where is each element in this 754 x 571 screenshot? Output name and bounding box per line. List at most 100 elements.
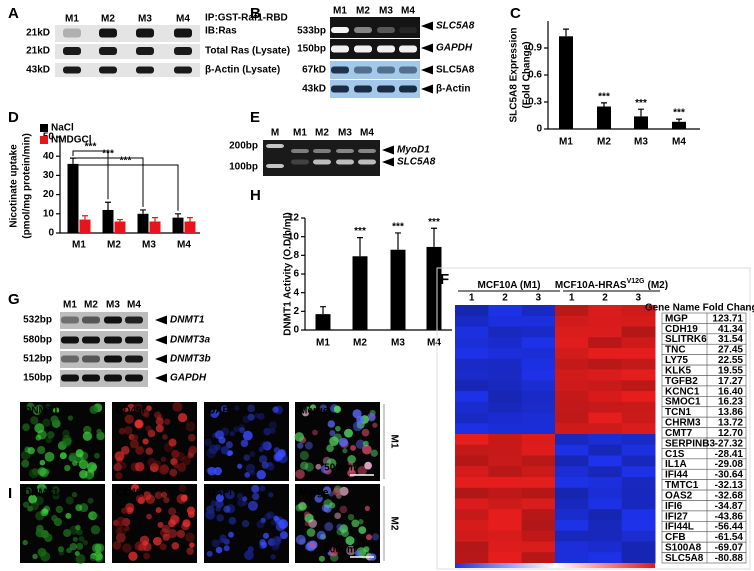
cell-signal bbox=[87, 462, 97, 473]
panel-letter: D bbox=[8, 109, 19, 126]
heatmap-cell bbox=[488, 444, 523, 456]
gene-name: KLK5 bbox=[665, 365, 692, 376]
blot-band bbox=[354, 85, 372, 93]
lane-label: M4 bbox=[176, 14, 190, 25]
heatmap-cell bbox=[621, 552, 656, 564]
channel-label: DAPI bbox=[208, 406, 232, 417]
heatmap-cell bbox=[455, 498, 489, 510]
cell-signal bbox=[43, 533, 53, 542]
lane-label: M bbox=[271, 128, 279, 139]
cell-signal bbox=[50, 415, 59, 424]
cell-signal bbox=[273, 447, 280, 454]
legend-label: NaCl bbox=[51, 123, 74, 134]
cell-signal bbox=[309, 542, 316, 549]
heatmap-cell bbox=[455, 337, 489, 349]
heatmap-cell bbox=[555, 455, 589, 467]
fold-change: 22.55 bbox=[718, 355, 743, 366]
heatmap-cell bbox=[555, 541, 589, 553]
gene-name: TCN1 bbox=[665, 407, 692, 418]
cell-signal bbox=[348, 460, 354, 466]
heatmap-cell bbox=[455, 348, 489, 360]
cell-signal bbox=[254, 412, 260, 419]
column-label: 2 bbox=[602, 293, 608, 304]
cell-signal bbox=[115, 532, 126, 543]
cell-signal bbox=[75, 449, 84, 458]
gene-name: CFB bbox=[665, 532, 686, 543]
gene-name: S100A8 bbox=[665, 543, 702, 554]
y-tick-label: 2 bbox=[293, 306, 299, 317]
cell-signal bbox=[78, 536, 85, 542]
significance-label: *** bbox=[598, 92, 610, 103]
band-arrow bbox=[421, 21, 433, 31]
heatmap-cell bbox=[555, 498, 589, 510]
cell-signal bbox=[131, 484, 140, 493]
heatmap-cell bbox=[621, 391, 656, 403]
cell-signal bbox=[299, 450, 309, 461]
fold-change: 19.55 bbox=[718, 365, 743, 376]
heatmap-cell bbox=[488, 337, 523, 349]
cell-signal bbox=[75, 524, 81, 531]
cell-signal bbox=[124, 525, 130, 532]
column-label: 1 bbox=[569, 293, 575, 304]
cell-signal bbox=[34, 423, 45, 434]
cell-signal bbox=[124, 426, 133, 435]
heatmap-cell bbox=[521, 434, 556, 446]
cell-signal bbox=[65, 512, 72, 519]
cell-signal bbox=[207, 466, 217, 476]
panel-letter: I bbox=[8, 485, 12, 502]
cell-signal bbox=[251, 484, 260, 493]
heatmap-cell bbox=[621, 369, 656, 381]
cell-signal bbox=[96, 428, 102, 435]
y-axis-label: SLC5A8 Expression bbox=[509, 27, 520, 122]
heatmap-cell bbox=[621, 477, 656, 489]
cell-signal bbox=[149, 462, 159, 473]
blot-band bbox=[331, 66, 349, 74]
x-tick-label: M2 bbox=[597, 137, 611, 148]
cell-signal bbox=[173, 462, 179, 469]
cell-signal bbox=[204, 438, 212, 447]
size-label: 533bp bbox=[297, 26, 326, 37]
cell-signal bbox=[94, 543, 105, 553]
cell-signal bbox=[188, 445, 198, 455]
panel-letter: A bbox=[8, 5, 19, 22]
heatmap-cell bbox=[555, 380, 589, 392]
cell-signal bbox=[128, 551, 138, 561]
heatmap-cell bbox=[521, 369, 556, 381]
cell-signal bbox=[370, 449, 378, 457]
cell-signal bbox=[135, 445, 145, 455]
size-label: 200bp bbox=[229, 141, 258, 152]
cell-signal bbox=[363, 546, 370, 553]
cell-signal bbox=[364, 461, 372, 470]
cell-signal bbox=[336, 523, 343, 531]
cell-signal bbox=[124, 414, 134, 424]
error-bar bbox=[431, 227, 437, 247]
band-arrow bbox=[421, 84, 433, 94]
panel-letter: H bbox=[250, 187, 261, 204]
significance-label: *** bbox=[635, 98, 647, 109]
x-tick-label: M4 bbox=[427, 338, 441, 349]
cell-signal bbox=[314, 494, 323, 503]
heatmap-cell bbox=[521, 520, 556, 532]
cell-signal bbox=[153, 411, 162, 419]
heatmap-cell bbox=[555, 326, 589, 338]
cell-signal bbox=[320, 464, 330, 474]
cell-signal bbox=[155, 424, 164, 433]
lane-label: M2 bbox=[84, 300, 98, 311]
size-label: 43kD bbox=[302, 84, 326, 95]
bar bbox=[559, 36, 573, 129]
cell-signal bbox=[216, 514, 224, 522]
cell-signal bbox=[362, 444, 372, 455]
cell-signal bbox=[22, 501, 30, 508]
heatmap-cell bbox=[555, 369, 589, 381]
significance-label: *** bbox=[354, 226, 366, 237]
heatmap-cell bbox=[455, 401, 489, 413]
cell-signal bbox=[266, 511, 275, 520]
fold-change: 12.70 bbox=[718, 428, 743, 439]
bar bbox=[597, 106, 611, 129]
cell-signal bbox=[118, 427, 126, 435]
cell-signal bbox=[247, 546, 254, 553]
blot-band bbox=[331, 27, 349, 33]
lane-label: M1 bbox=[63, 300, 77, 311]
x-tick-label: M2 bbox=[107, 240, 121, 251]
heatmap-cell bbox=[621, 348, 656, 360]
